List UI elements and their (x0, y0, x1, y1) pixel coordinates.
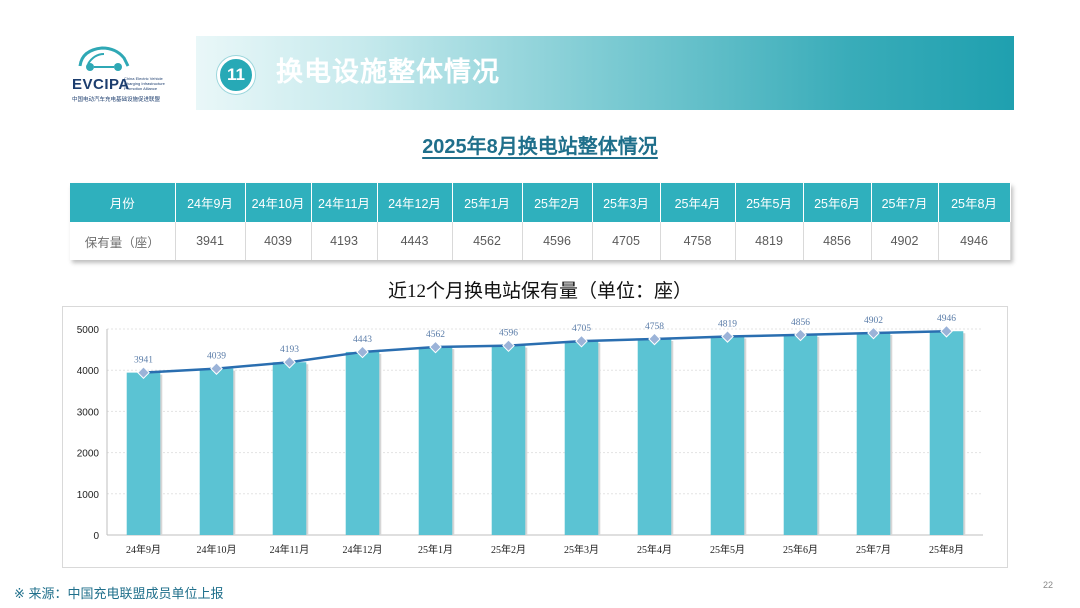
y-tick-label: 2000 (77, 449, 100, 460)
data-label: 4193 (280, 345, 299, 355)
page-title: 换电设施整体情况 (276, 57, 500, 87)
header-cell: 24年11月 (311, 183, 378, 222)
x-tick-label: 25年5月 (710, 543, 745, 556)
y-tick-label: 4000 (77, 366, 100, 377)
header-cell: 25年5月 (735, 183, 804, 222)
logo-chinese-text: 中国电动汽车充电基础设施促进联盟 (72, 97, 161, 103)
header-cell: 24年12月 (377, 183, 453, 222)
x-tick-label: 24年11月 (270, 543, 310, 556)
y-tick-label: 5000 (77, 325, 100, 336)
source-note: ※ 来源：中国充电联盟成员单位上报 (14, 586, 224, 601)
logo-text: EVCIPA (72, 76, 130, 93)
car-plug-logo-icon (78, 46, 130, 71)
logo-english-text: China Electric Vehicle Charging Infrastr… (124, 76, 165, 91)
data-label: 4902 (864, 316, 883, 326)
x-tick-label: 25年7月 (856, 543, 891, 556)
header-cell: 25年1月 (452, 183, 523, 222)
y-tick-label: 1000 (77, 490, 100, 501)
bar (564, 341, 599, 535)
table-cell: 4946 (938, 222, 1011, 260)
header-cell: 25年8月 (938, 183, 1011, 222)
bar (272, 362, 307, 535)
table-cell: 4443 (377, 222, 453, 260)
section-number-badge: 11 (217, 56, 255, 94)
x-tick-label: 25年8月 (929, 543, 964, 556)
header-cell: 月份 (70, 183, 176, 222)
data-point-marker (429, 340, 442, 354)
table-cell: 4562 (452, 222, 523, 260)
series-line (143, 329, 947, 374)
x-tick-label: 25年2月 (491, 543, 526, 556)
data-label: 4819 (718, 319, 737, 329)
station-table: 月份 24年9月 24年10月 24年11月 24年12月 25年1月 25年2… (70, 183, 1011, 260)
bar-line-chart: 0 1000 2000 3000 4000 5000 24年9月 24年10月 24年11月 24… (77, 314, 983, 556)
table-cell: 4705 (592, 222, 661, 260)
data-label: 4946 (937, 314, 956, 324)
x-tick-label: 24年9月 (126, 543, 161, 556)
table-row: 保有量（座） 3941 4039 4193 4443 4562 4596 470… (70, 222, 1011, 260)
bar (929, 331, 964, 535)
table-cell: 4039 (245, 222, 312, 260)
data-label: 4596 (499, 329, 518, 339)
page-number: 22 (1043, 580, 1054, 590)
bar (126, 372, 161, 535)
y-tick-label: 3000 (77, 407, 100, 418)
bar (783, 334, 818, 535)
x-tick-label: 25年4月 (637, 543, 672, 556)
header-cell: 25年6月 (803, 183, 872, 222)
data-point-marker (210, 362, 223, 375)
bar (710, 336, 745, 535)
row-label-cell: 保有量（座） (70, 222, 176, 260)
data-point-marker (137, 366, 150, 379)
header-cell: 25年4月 (660, 183, 736, 222)
data-label: 4039 (207, 352, 226, 362)
data-label: 4758 (645, 322, 664, 332)
table-cell: 4819 (735, 222, 804, 260)
data-label: 4705 (572, 324, 591, 334)
data-point-marker (721, 330, 734, 343)
data-point-marker (648, 332, 661, 346)
data-label: 4443 (353, 335, 372, 345)
header-banner (196, 36, 1014, 110)
y-tick-label: 0 (93, 531, 99, 542)
x-tick-label: 24年12月 (343, 543, 383, 556)
bar (199, 368, 234, 535)
x-tick-label: 25年6月 (783, 543, 818, 556)
header-cell: 25年3月 (592, 183, 661, 222)
table-cell: 4758 (660, 222, 736, 260)
data-point-marker (356, 345, 369, 359)
chart-container: 0 1000 2000 3000 4000 5000 24年9月 24年10月 24年11月 24… (62, 306, 1008, 568)
header-cell: 24年9月 (175, 183, 246, 222)
data-point-marker (940, 324, 953, 338)
data-point-marker (794, 328, 807, 342)
data-label: 3941 (134, 356, 153, 366)
x-tick-label: 25年1月 (418, 543, 453, 556)
data-point-marker (575, 334, 588, 348)
bar (345, 351, 380, 535)
header-cell: 25年2月 (522, 183, 593, 222)
bar (491, 345, 526, 535)
table-header-row: 月份 24年9月 24年10月 24年11月 24年12月 25年1月 25年2… (70, 183, 1011, 222)
x-tick-label: 25年3月 (564, 543, 599, 556)
bar (637, 338, 672, 535)
table-title: 2025年8月换电站整体情况 (422, 136, 658, 158)
table-cell: 4193 (311, 222, 378, 260)
chart-title: 近12个月换电站保有量（单位：座） (387, 281, 692, 302)
table-cell: 4596 (522, 222, 593, 260)
data-label: 4856 (791, 318, 810, 328)
data-point-marker (867, 326, 880, 340)
bar (418, 347, 453, 535)
data-label: 4562 (426, 330, 445, 340)
header-cell: 25年7月 (871, 183, 939, 222)
table-cell: 3941 (175, 222, 246, 260)
evcipa-logo: EVCIPA China Electric Vehicle Charging I… (68, 40, 178, 106)
x-tick-label: 24年10月 (197, 543, 237, 556)
data-point-marker (283, 355, 296, 369)
table-cell: 4856 (803, 222, 872, 260)
data-point-marker (502, 339, 515, 353)
bar (856, 333, 891, 535)
header-cell: 24年10月 (245, 183, 312, 222)
table-cell: 4902 (871, 222, 939, 260)
